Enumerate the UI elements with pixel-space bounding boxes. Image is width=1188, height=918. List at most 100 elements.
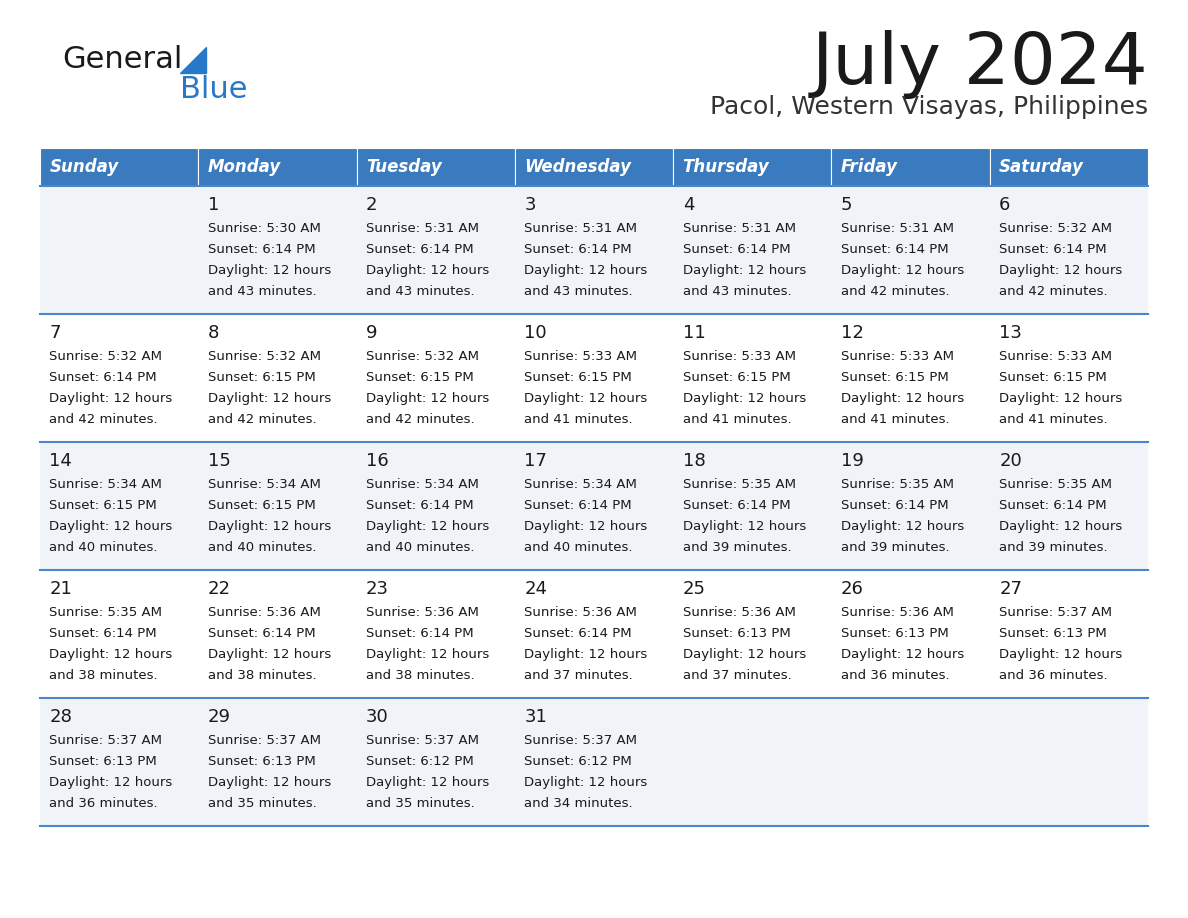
Text: Sunset: 6:15 PM: Sunset: 6:15 PM (841, 371, 949, 384)
Text: and 38 minutes.: and 38 minutes. (50, 669, 158, 682)
Text: 23: 23 (366, 580, 388, 598)
Bar (356, 186, 514, 314)
Text: Daylight: 12 hours: Daylight: 12 hours (208, 648, 331, 661)
Text: Sunset: 6:15 PM: Sunset: 6:15 PM (208, 371, 316, 384)
Text: Daylight: 12 hours: Daylight: 12 hours (50, 776, 172, 789)
Bar (674, 186, 832, 314)
Text: 3: 3 (524, 196, 536, 214)
Text: and 40 minutes.: and 40 minutes. (208, 541, 316, 554)
Text: Daylight: 12 hours: Daylight: 12 hours (208, 776, 331, 789)
Text: Daylight: 12 hours: Daylight: 12 hours (366, 520, 489, 533)
Text: Sunset: 6:15 PM: Sunset: 6:15 PM (366, 371, 474, 384)
Bar (40, 148, 198, 186)
Text: Daylight: 12 hours: Daylight: 12 hours (366, 776, 489, 789)
Text: Sunset: 6:12 PM: Sunset: 6:12 PM (366, 755, 474, 768)
Text: Sunrise: 5:32 AM: Sunrise: 5:32 AM (208, 350, 321, 363)
Text: Sunrise: 5:32 AM: Sunrise: 5:32 AM (999, 222, 1112, 235)
Bar (514, 698, 674, 826)
Text: 26: 26 (841, 580, 864, 598)
Bar (990, 148, 1148, 186)
Text: Saturday: Saturday (999, 158, 1085, 176)
Bar (832, 570, 990, 698)
Bar (990, 570, 1148, 698)
Text: Sunrise: 5:35 AM: Sunrise: 5:35 AM (50, 606, 163, 619)
Text: Sunrise: 5:36 AM: Sunrise: 5:36 AM (524, 606, 637, 619)
Text: 27: 27 (999, 580, 1022, 598)
Text: Daylight: 12 hours: Daylight: 12 hours (208, 520, 331, 533)
Text: Sunset: 6:14 PM: Sunset: 6:14 PM (999, 243, 1107, 256)
Text: Daylight: 12 hours: Daylight: 12 hours (841, 520, 965, 533)
Text: Thursday: Thursday (683, 158, 770, 176)
Text: Sunrise: 5:31 AM: Sunrise: 5:31 AM (683, 222, 796, 235)
Text: July 2024: July 2024 (811, 30, 1148, 99)
Text: Sunrise: 5:35 AM: Sunrise: 5:35 AM (999, 478, 1112, 491)
Bar (832, 148, 990, 186)
Bar (198, 314, 356, 442)
Text: Daylight: 12 hours: Daylight: 12 hours (208, 264, 331, 277)
Text: Daylight: 12 hours: Daylight: 12 hours (999, 392, 1123, 405)
Text: Sunset: 6:14 PM: Sunset: 6:14 PM (524, 499, 632, 512)
Text: Daylight: 12 hours: Daylight: 12 hours (366, 264, 489, 277)
Bar (990, 442, 1148, 570)
Bar (40, 698, 198, 826)
Text: Sunset: 6:15 PM: Sunset: 6:15 PM (999, 371, 1107, 384)
Text: Sunrise: 5:34 AM: Sunrise: 5:34 AM (50, 478, 163, 491)
Text: and 40 minutes.: and 40 minutes. (366, 541, 474, 554)
Text: Sunrise: 5:33 AM: Sunrise: 5:33 AM (841, 350, 954, 363)
Bar (356, 442, 514, 570)
Text: Sunset: 6:14 PM: Sunset: 6:14 PM (366, 627, 474, 640)
Bar (674, 698, 832, 826)
Text: Tuesday: Tuesday (366, 158, 442, 176)
Text: and 39 minutes.: and 39 minutes. (999, 541, 1108, 554)
Text: Sunset: 6:15 PM: Sunset: 6:15 PM (683, 371, 790, 384)
Text: Pacol, Western Visayas, Philippines: Pacol, Western Visayas, Philippines (710, 95, 1148, 119)
Bar (990, 186, 1148, 314)
Bar (40, 314, 198, 442)
Text: and 38 minutes.: and 38 minutes. (366, 669, 475, 682)
Text: 29: 29 (208, 708, 230, 726)
Text: Daylight: 12 hours: Daylight: 12 hours (524, 392, 647, 405)
Text: Daylight: 12 hours: Daylight: 12 hours (999, 520, 1123, 533)
Text: Sunset: 6:14 PM: Sunset: 6:14 PM (208, 627, 315, 640)
Text: 12: 12 (841, 324, 864, 342)
Text: 28: 28 (50, 708, 72, 726)
Bar (990, 698, 1148, 826)
Bar (832, 442, 990, 570)
Polygon shape (181, 47, 206, 73)
Bar (990, 314, 1148, 442)
Text: Sunrise: 5:33 AM: Sunrise: 5:33 AM (999, 350, 1112, 363)
Text: Sunset: 6:15 PM: Sunset: 6:15 PM (524, 371, 632, 384)
Bar (40, 186, 198, 314)
Text: Daylight: 12 hours: Daylight: 12 hours (366, 648, 489, 661)
Text: 6: 6 (999, 196, 1011, 214)
Text: Sunset: 6:15 PM: Sunset: 6:15 PM (208, 499, 316, 512)
Text: Sunrise: 5:34 AM: Sunrise: 5:34 AM (366, 478, 479, 491)
Text: Sunrise: 5:37 AM: Sunrise: 5:37 AM (999, 606, 1112, 619)
Text: and 42 minutes.: and 42 minutes. (208, 413, 316, 426)
Text: Friday: Friday (841, 158, 898, 176)
Text: Sunrise: 5:37 AM: Sunrise: 5:37 AM (524, 734, 637, 747)
Text: 2: 2 (366, 196, 378, 214)
Text: Sunset: 6:14 PM: Sunset: 6:14 PM (50, 627, 157, 640)
Text: Daylight: 12 hours: Daylight: 12 hours (999, 264, 1123, 277)
Text: Sunset: 6:13 PM: Sunset: 6:13 PM (999, 627, 1107, 640)
Text: Daylight: 12 hours: Daylight: 12 hours (524, 520, 647, 533)
Text: Sunset: 6:14 PM: Sunset: 6:14 PM (841, 499, 948, 512)
Text: and 37 minutes.: and 37 minutes. (683, 669, 791, 682)
Text: Daylight: 12 hours: Daylight: 12 hours (683, 648, 805, 661)
Text: Sunrise: 5:34 AM: Sunrise: 5:34 AM (208, 478, 321, 491)
Text: 31: 31 (524, 708, 548, 726)
Text: and 41 minutes.: and 41 minutes. (524, 413, 633, 426)
Bar (674, 442, 832, 570)
Bar (198, 698, 356, 826)
Text: and 42 minutes.: and 42 minutes. (841, 285, 949, 298)
Text: and 42 minutes.: and 42 minutes. (366, 413, 475, 426)
Text: Sunday: Sunday (50, 158, 119, 176)
Text: Daylight: 12 hours: Daylight: 12 hours (841, 648, 965, 661)
Text: Daylight: 12 hours: Daylight: 12 hours (366, 392, 489, 405)
Bar (832, 186, 990, 314)
Text: and 43 minutes.: and 43 minutes. (366, 285, 475, 298)
Text: Sunset: 6:14 PM: Sunset: 6:14 PM (999, 499, 1107, 512)
Text: Daylight: 12 hours: Daylight: 12 hours (683, 520, 805, 533)
Text: Sunrise: 5:36 AM: Sunrise: 5:36 AM (208, 606, 321, 619)
